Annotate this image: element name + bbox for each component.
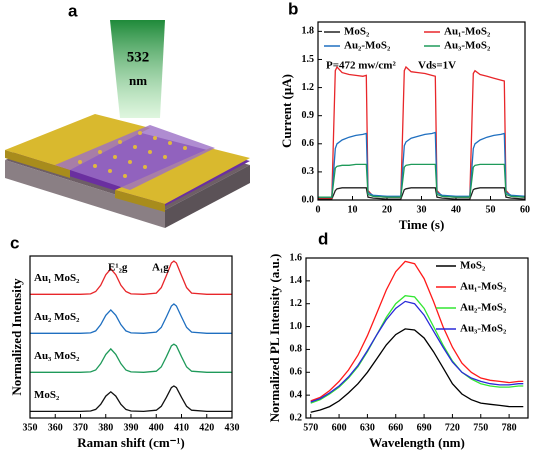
series-line — [30, 303, 232, 334]
x-tick-label: 60 — [520, 204, 530, 215]
x-tick-label: 30 — [417, 204, 427, 215]
x-tick-label: 40 — [451, 204, 461, 215]
x-tick-label: 390 — [124, 422, 139, 433]
nanoparticles — [78, 131, 187, 178]
series-line — [30, 385, 232, 413]
series-label: Au₁ MoS₂ — [34, 272, 80, 284]
x-tick-label: 430 — [225, 422, 240, 433]
electrode — [5, 114, 150, 170]
electrode-side — [5, 150, 70, 178]
laser-wavelength: 532 — [127, 49, 150, 65]
plot-frame — [305, 257, 529, 419]
x-tick-label: 750 — [473, 422, 488, 433]
annotation: E¹₂g — [108, 262, 128, 274]
y-tick-label: 0.2 — [290, 412, 303, 423]
y-tick-label: 1.6 — [290, 252, 303, 263]
series-label: Au₂ MoS₂ — [34, 311, 80, 323]
schematic: a 532 nm — [5, 1, 250, 228]
legend-label: Au₃-MoS₂ — [460, 323, 507, 335]
y-tick-label: 1.5 — [302, 54, 315, 65]
series-line — [30, 343, 232, 373]
x-tick-label: 570 — [303, 422, 318, 433]
series-line — [310, 328, 524, 413]
plot-frame — [29, 255, 233, 419]
legend-label: MoS₂ — [344, 26, 370, 38]
x-tick-label: 20 — [382, 204, 392, 215]
x-axis-title: Wavelength (nm) — [369, 435, 465, 450]
panel-label: d — [318, 229, 328, 248]
annotation: A₁g — [152, 262, 169, 274]
x-tick-label: 370 — [73, 422, 88, 433]
x-tick-label: 780 — [502, 422, 517, 433]
panel-label: b — [288, 0, 298, 18]
series-line — [318, 131, 526, 198]
y-axis-title: Current (μA) — [279, 74, 294, 148]
y-tick-label: 0.6 — [302, 138, 315, 149]
electrode-side — [115, 190, 165, 212]
legend-label: Au₂-MoS₂ — [460, 302, 507, 314]
legend-label: Au₁-MoS₂ — [460, 281, 507, 293]
x-tick-label: 350 — [23, 422, 38, 433]
legend-label: MoS₂ — [460, 260, 486, 272]
panel-label: a — [68, 1, 78, 20]
legend-label: Au₂-MoS₂ — [344, 40, 391, 52]
series-line — [318, 163, 526, 198]
annotation: P=472 mw/cm² — [326, 60, 396, 72]
substrate-side — [5, 160, 165, 228]
y-tick-label: 1.2 — [302, 82, 315, 93]
y-axis-title: Normalized Intensity — [9, 278, 24, 396]
y-tick-label: 1.4 — [290, 275, 303, 286]
y-tick-label: 0.0 — [302, 194, 315, 205]
series-line — [30, 260, 232, 295]
series-line — [310, 295, 524, 404]
y-tick-label: 1.0 — [290, 321, 303, 332]
substrate-side — [165, 165, 250, 228]
x-axis-title: Raman shift (cm⁻¹) — [77, 435, 185, 450]
legend-label: Au₁-MoS₂ — [444, 26, 491, 38]
y-tick-label: 0.8 — [290, 344, 303, 355]
series-line — [318, 65, 526, 199]
y-tick-label: 0.3 — [302, 166, 315, 177]
laser-unit: nm — [129, 73, 147, 88]
series-line — [310, 260, 524, 402]
x-tick-label: 600 — [332, 422, 347, 433]
x-tick-label: 630 — [360, 422, 375, 433]
y-axis-title: Normalized PL Intensity (a.u.) — [267, 254, 282, 423]
y-tick-label: 0.6 — [290, 367, 303, 378]
x-tick-label: 400 — [149, 422, 164, 433]
x-tick-label: 0 — [316, 204, 321, 215]
series-label: Au₃ MoS₂ — [34, 350, 80, 362]
series-label: MoS₂ — [34, 389, 60, 401]
series-line — [310, 300, 524, 403]
plot-frame — [317, 21, 526, 201]
x-tick-label: 420 — [199, 422, 214, 433]
y-tick-label: 1.8 — [302, 26, 315, 37]
annotation: Vds=1V — [418, 60, 456, 72]
x-tick-label: 410 — [174, 422, 189, 433]
x-tick-label: 660 — [388, 422, 403, 433]
y-tick-label: 0.9 — [302, 110, 315, 121]
x-tick-label: 690 — [417, 422, 432, 433]
x-tick-label: 360 — [48, 422, 63, 433]
x-tick-label: 720 — [445, 422, 460, 433]
laser-beam — [110, 20, 165, 118]
legend-label: Au₃-MoS₂ — [444, 40, 491, 52]
panel-label: c — [10, 233, 19, 252]
x-tick-label: 10 — [348, 204, 358, 215]
y-tick-label: 1.2 — [290, 298, 303, 309]
channel — [55, 125, 215, 190]
series-line — [318, 187, 526, 200]
electrode — [115, 148, 250, 204]
x-tick-label: 380 — [98, 422, 113, 433]
y-tick-label: 0.4 — [290, 389, 303, 400]
x-tick-label: 50 — [486, 204, 496, 215]
x-axis-title: Time (s) — [399, 217, 445, 232]
